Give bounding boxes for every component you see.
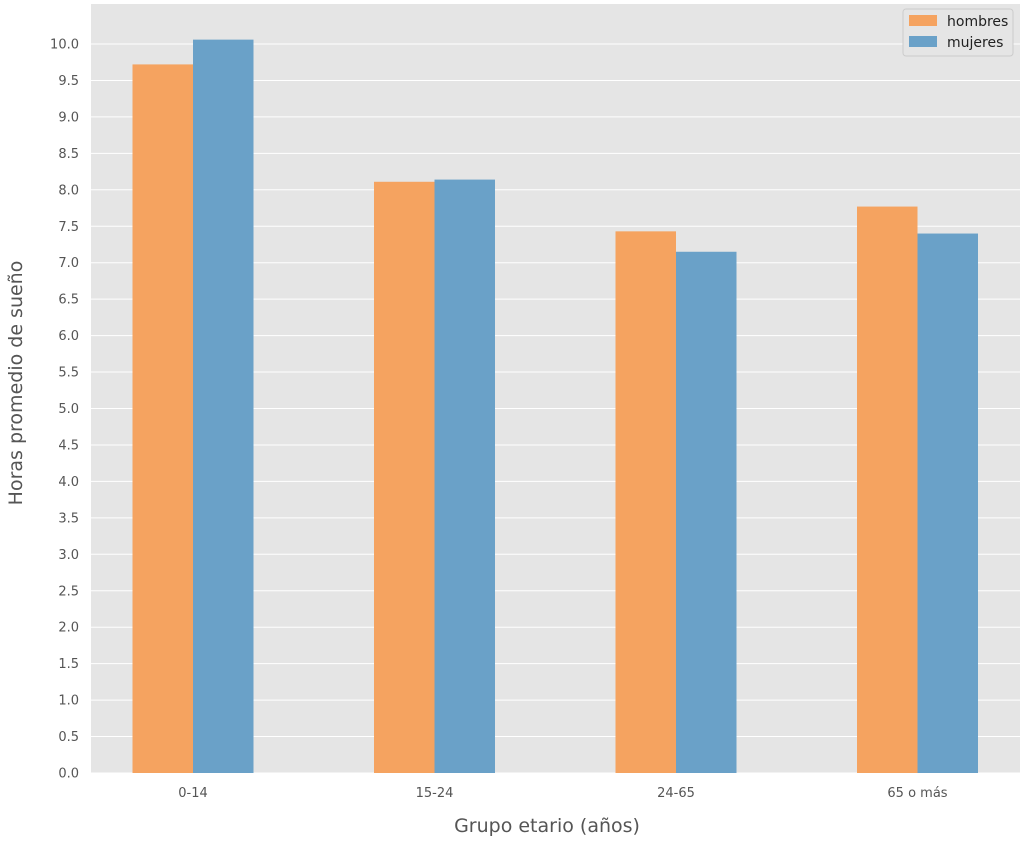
y-axis-label: Horas promedio de sueño — [5, 261, 27, 506]
x-tick-labels: 0-14 15-24 24-65 65 o más — [178, 786, 948, 801]
y-tick-labels: 0.0 0.5 1.0 1.5 2.0 2.5 3.0 3.5 4.0 4.5 5.0 5.5 6.0 6… — [50, 38, 79, 782]
y-tick-label: 1.0 — [58, 694, 79, 709]
legend-swatch-mujeres — [909, 36, 937, 47]
x-tick-label: 15-24 — [416, 786, 454, 801]
bar-mujeres-3 — [917, 233, 978, 774]
y-tick-label: 8.0 — [58, 183, 79, 198]
y-tick-label: 8.5 — [58, 147, 79, 162]
x-axis-label: Grupo etario (años) — [454, 815, 640, 837]
legend-label-hombres: hombres — [947, 14, 1008, 30]
y-tick-label: 6.0 — [58, 329, 79, 344]
legend-swatch-hombres — [909, 15, 937, 26]
y-tick-label: 0.5 — [58, 730, 79, 745]
bars — [132, 39, 978, 774]
bar-mujeres-2 — [676, 251, 737, 773]
x-tick-label: 0-14 — [178, 786, 208, 801]
legend-label-mujeres: mujeres — [947, 35, 1003, 51]
y-tick-label: 1.5 — [58, 657, 79, 672]
y-tick-label: 4.0 — [58, 475, 79, 490]
y-tick-label: 0.0 — [58, 767, 79, 782]
y-tick-label: 2.5 — [58, 584, 79, 599]
y-tick-label: 10.0 — [50, 38, 79, 53]
bar-hombres-3 — [857, 206, 918, 773]
y-tick-label: 9.5 — [58, 74, 79, 89]
y-tick-label: 7.0 — [58, 256, 79, 271]
bar-hombres-0 — [132, 64, 193, 774]
y-tick-label: 5.5 — [58, 366, 79, 381]
y-tick-label: 2.0 — [58, 621, 79, 636]
y-tick-label: 4.5 — [58, 438, 79, 453]
x-tick-label: 24-65 — [657, 786, 695, 801]
y-tick-label: 6.5 — [58, 293, 79, 308]
y-tick-label: 3.5 — [58, 511, 79, 526]
bar-mujeres-1 — [434, 179, 495, 773]
bar-hombres-2 — [615, 231, 676, 773]
legend: hombres mujeres — [902, 8, 1014, 57]
y-tick-label: 5.0 — [58, 402, 79, 417]
y-tick-label: 7.5 — [58, 220, 79, 235]
y-tick-label: 3.0 — [58, 548, 79, 563]
x-tick-label: 65 o más — [887, 786, 947, 801]
bar-mujeres-0 — [193, 39, 254, 774]
y-tick-label: 9.0 — [58, 110, 79, 125]
bar-hombres-1 — [374, 181, 435, 773]
